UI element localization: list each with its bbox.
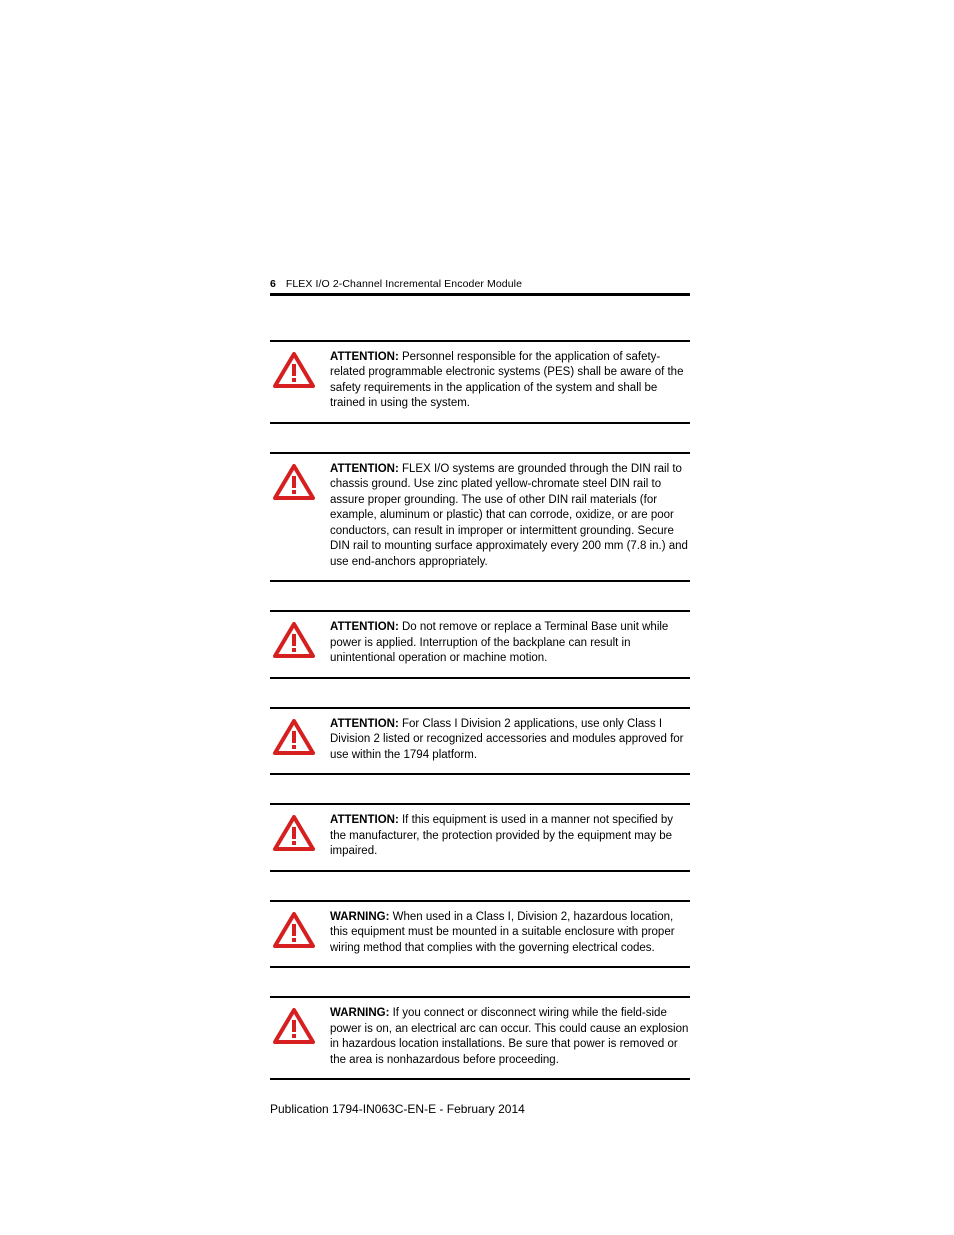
document-page: 6 FLEX I/O 2-Channel Incremental Encoder… <box>270 278 690 1116</box>
notice-rule-bottom <box>270 677 690 679</box>
notice-block: ATTENTION: If this equipment is used in … <box>270 803 690 872</box>
notice-rule-top <box>270 340 690 342</box>
notice-label: WARNING: <box>330 911 393 923</box>
notice-rule-bottom <box>270 870 690 872</box>
attention-icon <box>272 462 316 500</box>
notice-message: FLEX I/O systems are grounded through th… <box>330 463 688 568</box>
notice-text: WARNING: When used in a Class I, Divisio… <box>330 910 690 957</box>
notice-block: WARNING: If you connect or disconnect wi… <box>270 996 690 1080</box>
notice-rule-top <box>270 452 690 454</box>
attention-icon <box>272 910 316 948</box>
notice-label: ATTENTION: <box>330 814 402 826</box>
notice-text: ATTENTION: Do not remove or replace a Te… <box>330 620 690 667</box>
notice-rule-bottom <box>270 1078 690 1080</box>
attention-icon <box>272 717 316 755</box>
notice-body: ATTENTION: If this equipment is used in … <box>270 813 690 860</box>
notice-text: ATTENTION: FLEX I/O systems are grounded… <box>330 462 690 571</box>
page-number: 6 <box>270 278 276 290</box>
notice-body: WARNING: When used in a Class I, Divisio… <box>270 910 690 957</box>
publication-line: Publication 1794-IN063C-EN-E - February … <box>270 1102 690 1116</box>
page-title: FLEX I/O 2-Channel Incremental Encoder M… <box>286 278 522 290</box>
attention-icon <box>272 813 316 851</box>
notice-body: ATTENTION: Do not remove or replace a Te… <box>270 620 690 667</box>
notice-block: ATTENTION: FLEX I/O systems are grounded… <box>270 452 690 583</box>
notice-block: WARNING: When used in a Class I, Divisio… <box>270 900 690 969</box>
notice-body: WARNING: If you connect or disconnect wi… <box>270 1006 690 1068</box>
notice-text: ATTENTION: Personnel responsible for the… <box>330 350 690 412</box>
notice-text: WARNING: If you connect or disconnect wi… <box>330 1006 690 1068</box>
attention-icon <box>272 350 316 388</box>
notice-label: ATTENTION: <box>330 463 402 475</box>
notice-body: ATTENTION: FLEX I/O systems are grounded… <box>270 462 690 571</box>
notice-rule-top <box>270 610 690 612</box>
notice-rule-bottom <box>270 966 690 968</box>
notice-rule-bottom <box>270 422 690 424</box>
notice-block: ATTENTION: Personnel responsible for the… <box>270 340 690 424</box>
notice-label: ATTENTION: <box>330 718 402 730</box>
notice-block: ATTENTION: For Class I Division 2 applic… <box>270 707 690 776</box>
notice-rule-bottom <box>270 580 690 582</box>
notice-text: ATTENTION: If this equipment is used in … <box>330 813 690 860</box>
notice-rule-bottom <box>270 773 690 775</box>
notice-rule-top <box>270 803 690 805</box>
notice-body: ATTENTION: For Class I Division 2 applic… <box>270 717 690 764</box>
attention-icon <box>272 1006 316 1044</box>
notice-block: ATTENTION: Do not remove or replace a Te… <box>270 610 690 679</box>
notice-rule-top <box>270 900 690 902</box>
running-header: 6 FLEX I/O 2-Channel Incremental Encoder… <box>270 278 690 290</box>
notice-body: ATTENTION: Personnel responsible for the… <box>270 350 690 412</box>
notice-rule-top <box>270 996 690 998</box>
notice-rule-top <box>270 707 690 709</box>
notice-label: WARNING: <box>330 1007 393 1019</box>
notice-label: ATTENTION: <box>330 621 402 633</box>
notice-list: ATTENTION: Personnel responsible for the… <box>270 340 690 1081</box>
notice-label: ATTENTION: <box>330 351 402 363</box>
notice-text: ATTENTION: For Class I Division 2 applic… <box>330 717 690 764</box>
attention-icon <box>272 620 316 658</box>
